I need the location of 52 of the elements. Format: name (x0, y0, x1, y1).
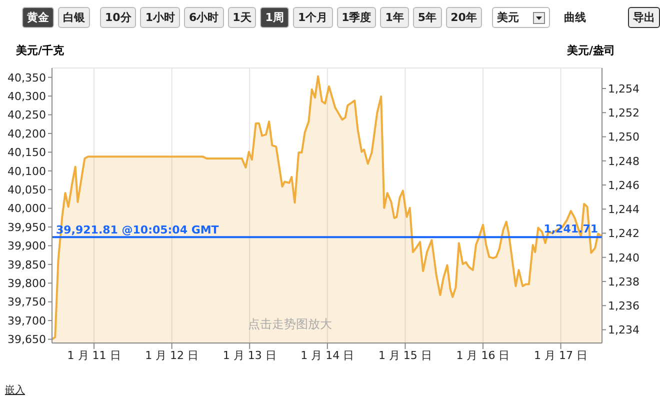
x-tick-label: 1 月 13 日 (222, 348, 276, 362)
y-tick-label: 39,800 (8, 277, 46, 290)
text: 1季度 (336, 7, 376, 28)
y2-tick-label: 1,246 (608, 178, 640, 192)
y-tick-label: 40,350 (8, 71, 46, 84)
y2-tick-label: 1,250 (608, 130, 640, 144)
y-tick-label: 39,950 (8, 220, 46, 234)
text: 白银 (58, 7, 90, 28)
y-tick-label: 40,050 (8, 184, 46, 197)
text: 嵌入 (5, 384, 25, 397)
y-tick-label: 40,300 (8, 90, 46, 103)
x-tick-label: 1 月 15 日 (378, 348, 432, 362)
y2-tick-label: 1,240 (608, 251, 640, 264)
y-tick-label: 40,100 (8, 164, 46, 178)
y2-tick-label: 1,244 (608, 203, 640, 216)
y2-tick-label: 1,254 (608, 82, 640, 96)
y-tick-label: 39,900 (8, 240, 46, 253)
text: 导出 (628, 7, 660, 28)
y-tick-label: 40,250 (8, 108, 46, 122)
text: 6小时 (184, 7, 224, 28)
text: 10分 (100, 7, 136, 28)
text: 美元 (492, 7, 550, 28)
y-tick-label: 39,750 (8, 296, 46, 309)
y2-tick-label: 1,238 (608, 275, 640, 288)
y2-tick-label: 1,248 (608, 154, 640, 168)
y-tick-label: 40,000 (8, 202, 46, 216)
text: 5年 (412, 7, 442, 28)
x-tick-label: 1 月 17 日 (534, 348, 588, 362)
y2-axis-title: 美元/盎司 (567, 43, 616, 58)
x-tick-label: 1 月 11 日 (67, 348, 121, 362)
y2-tick-label: 1,236 (608, 300, 640, 313)
y-tick-label: 40,150 (8, 146, 46, 160)
text: 1个月 (292, 7, 333, 28)
text: 1天 (228, 7, 256, 28)
text: 1周 (260, 7, 289, 28)
text: 1年 (380, 7, 409, 28)
x-tick-label: 1 月 14 日 (300, 348, 354, 362)
y-tick-label: 39,700 (8, 314, 46, 328)
text: 曲线 (560, 8, 618, 27)
y2-tick-label: 1,242 (608, 227, 640, 240)
y-tick-label: 39,650 (8, 333, 46, 346)
y-tick-label: 40,200 (8, 127, 46, 140)
y-tick-label: 39,850 (8, 258, 46, 272)
y2-tick-label: 1,252 (608, 106, 640, 120)
y2-tick-label: 1,234 (608, 324, 640, 337)
x-tick-label: 1 月 16 日 (456, 348, 510, 362)
annotation: 点击走势图放大 (248, 316, 332, 333)
x-tick-label: 1 月 12 日 (145, 348, 199, 362)
y-axis-title: 美元/千克 (16, 43, 64, 58)
text: 黄金 (22, 7, 54, 28)
text: 1小时 (140, 7, 180, 28)
text: 20年 (446, 7, 482, 28)
